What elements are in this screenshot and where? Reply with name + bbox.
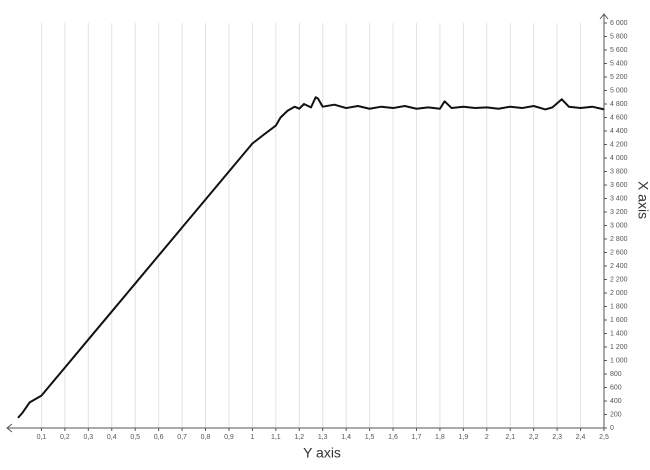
x-tick-label: 2,5 <box>599 434 609 441</box>
x-tick-label: 0,1 <box>37 434 47 441</box>
x-tick-label: 1,6 <box>388 434 398 441</box>
x-tick-label: 1,9 <box>458 434 468 441</box>
y-tick-label: 5 000 <box>610 87 628 94</box>
y-tick-label: 1 600 <box>610 317 628 324</box>
y-tick-label: 2 600 <box>610 249 628 256</box>
y-tick-label: 5 200 <box>610 74 628 81</box>
x-tick-label: 0,7 <box>177 434 187 441</box>
x-axis-title: Y axis <box>303 445 341 461</box>
y-tick-label: 600 <box>610 384 622 391</box>
y-axis-title: X axis <box>635 181 650 219</box>
y-tick-label: 2 000 <box>610 290 628 297</box>
y-tick-label: 1 000 <box>610 357 628 364</box>
x-tick-label: 1,4 <box>341 434 351 441</box>
x-tick-label: 1,7 <box>412 434 422 441</box>
x-tick-label: 0,6 <box>154 434 164 441</box>
y-tick-label: 3 000 <box>610 222 628 229</box>
x-tick-label: 0,4 <box>107 434 117 441</box>
y-tick-label: 800 <box>610 371 622 378</box>
y-tick-label: 5 400 <box>610 60 628 67</box>
x-tick-label: 1,1 <box>271 434 281 441</box>
y-tick-label: 4 200 <box>610 141 628 148</box>
x-tick-label: 2,3 <box>552 434 562 441</box>
x-tick-label: 0,5 <box>130 434 140 441</box>
x-tick-label: 2,4 <box>576 434 586 441</box>
y-tick-label: 0 <box>610 425 614 432</box>
y-tick-label: 3 400 <box>610 195 628 202</box>
x-tick-label: 2,1 <box>505 434 515 441</box>
x-tick-label: 0,2 <box>60 434 70 441</box>
y-tick-label: 3 800 <box>610 168 628 175</box>
y-tick-label: 1 800 <box>610 303 628 310</box>
x-axis-arrow <box>6 423 13 433</box>
y-tick-label: 4 800 <box>610 101 628 108</box>
x-tick-label: 1,2 <box>294 434 304 441</box>
y-tick-label: 4 400 <box>610 128 628 135</box>
y-tick-label: 2 800 <box>610 236 628 243</box>
y-tick-label: 4 000 <box>610 155 628 162</box>
x-tick-label: 1,8 <box>435 434 445 441</box>
x-tick-label: 2,2 <box>529 434 539 441</box>
y-tick-label: 4 600 <box>610 114 628 121</box>
y-tick-label: 1 200 <box>610 344 628 351</box>
y-tick-label: 400 <box>610 398 622 405</box>
x-tick-label: 1,5 <box>365 434 375 441</box>
y-tick-label: 1 400 <box>610 330 628 337</box>
x-tick-label: 1,3 <box>318 434 328 441</box>
x-tick-label: 0,9 <box>224 434 234 441</box>
y-axis-arrow <box>599 13 609 20</box>
y-tick-label: 5 600 <box>610 47 628 54</box>
x-tick-label: 1 <box>250 434 254 441</box>
data-line <box>17 96 605 419</box>
x-tick-label: 0,3 <box>83 434 93 441</box>
x-tick-label: 2 <box>485 434 489 441</box>
y-tick-label: 3 600 <box>610 182 628 189</box>
y-tick-label: 6 000 <box>610 20 628 27</box>
y-tick-label: 5 800 <box>610 33 628 40</box>
y-tick-label: 3 200 <box>610 209 628 216</box>
x-tick-label: 0,8 <box>201 434 211 441</box>
y-tick-label: 2 400 <box>610 263 628 270</box>
y-tick-label: 200 <box>610 411 622 418</box>
y-tick-label: 2 200 <box>610 276 628 283</box>
